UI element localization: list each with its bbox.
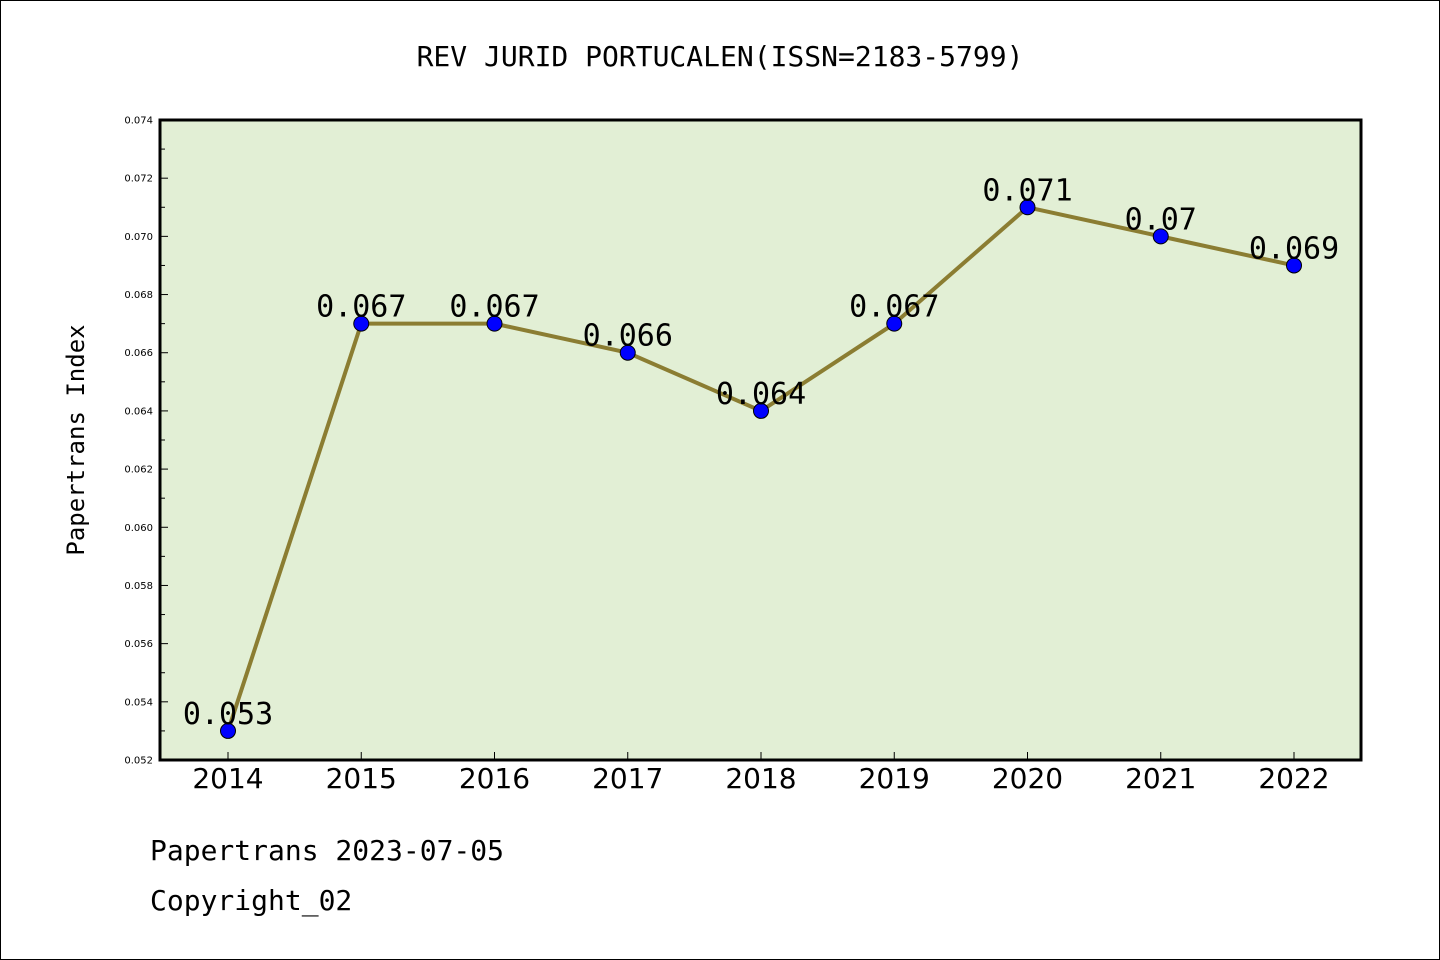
x-tick-label: 2019 xyxy=(859,762,930,795)
y-tick-label: 0.066 xyxy=(124,348,153,359)
y-tick-label: 0.064 xyxy=(124,406,153,417)
y-axis-label: Papertrans Index xyxy=(62,324,90,555)
y-tick-label: 0.052 xyxy=(124,756,153,767)
chart-title: REV JURID PORTUCALEN(ISSN=2183-5799) xyxy=(417,40,1024,73)
data-point-label: 0.067 xyxy=(449,290,539,325)
data-point-marker xyxy=(619,344,636,361)
plot-area xyxy=(160,120,1361,760)
y-tick-label: 0.056 xyxy=(124,639,153,650)
chart-marks: 0.052 0.054 0.056 0.058 0.060 0.062 0.064 0.066… xyxy=(124,116,1363,795)
data-point-marker xyxy=(753,402,769,419)
y-tick-label: 0.058 xyxy=(124,581,153,592)
footer-copyright-line: Copyright_02 xyxy=(150,884,353,917)
data-point-label: 0.067 xyxy=(849,290,939,325)
data-point-label: 0.07 xyxy=(1125,202,1197,237)
data-point-marker xyxy=(1152,228,1169,245)
x-tick-label: 2014 xyxy=(192,762,263,795)
x-tick-label: 2020 xyxy=(992,762,1063,795)
y-tick-label: 0.060 xyxy=(124,523,153,534)
data-point-label: 0.064 xyxy=(716,377,806,412)
data-point-marker xyxy=(486,315,503,332)
data-point-label: 0.071 xyxy=(982,173,1072,208)
y-tick-label: 0.068 xyxy=(124,290,153,301)
x-tick-label: 2017 xyxy=(592,762,663,795)
data-point-label: 0.053 xyxy=(183,697,273,732)
data-point-marker xyxy=(1286,257,1302,274)
y-tick-label: 0.054 xyxy=(124,697,153,708)
data-point-marker xyxy=(220,722,236,739)
y-tick-label: 0.074 xyxy=(124,116,153,127)
x-tick-label: 2016 xyxy=(459,762,530,795)
y-tick-label: 0.070 xyxy=(124,232,153,243)
x-tick-label: 2018 xyxy=(725,762,796,795)
plot-frame xyxy=(158,118,1363,762)
x-tick-label: 2021 xyxy=(1125,762,1196,795)
y-tick-label: 0.072 xyxy=(124,174,153,185)
x-tick-label: 2022 xyxy=(1258,762,1329,795)
x-tick-label: 2015 xyxy=(326,762,397,795)
data-point-marker xyxy=(353,315,370,332)
footer-date-line: Papertrans 2023-07-05 xyxy=(150,834,505,867)
data-point-label: 0.066 xyxy=(583,319,673,354)
data-point-marker xyxy=(886,315,903,332)
y-tick-label: 0.062 xyxy=(124,465,153,476)
data-point-marker xyxy=(1019,199,1036,216)
data-point-label: 0.067 xyxy=(316,290,406,325)
data-point-label: 0.069 xyxy=(1249,231,1339,266)
